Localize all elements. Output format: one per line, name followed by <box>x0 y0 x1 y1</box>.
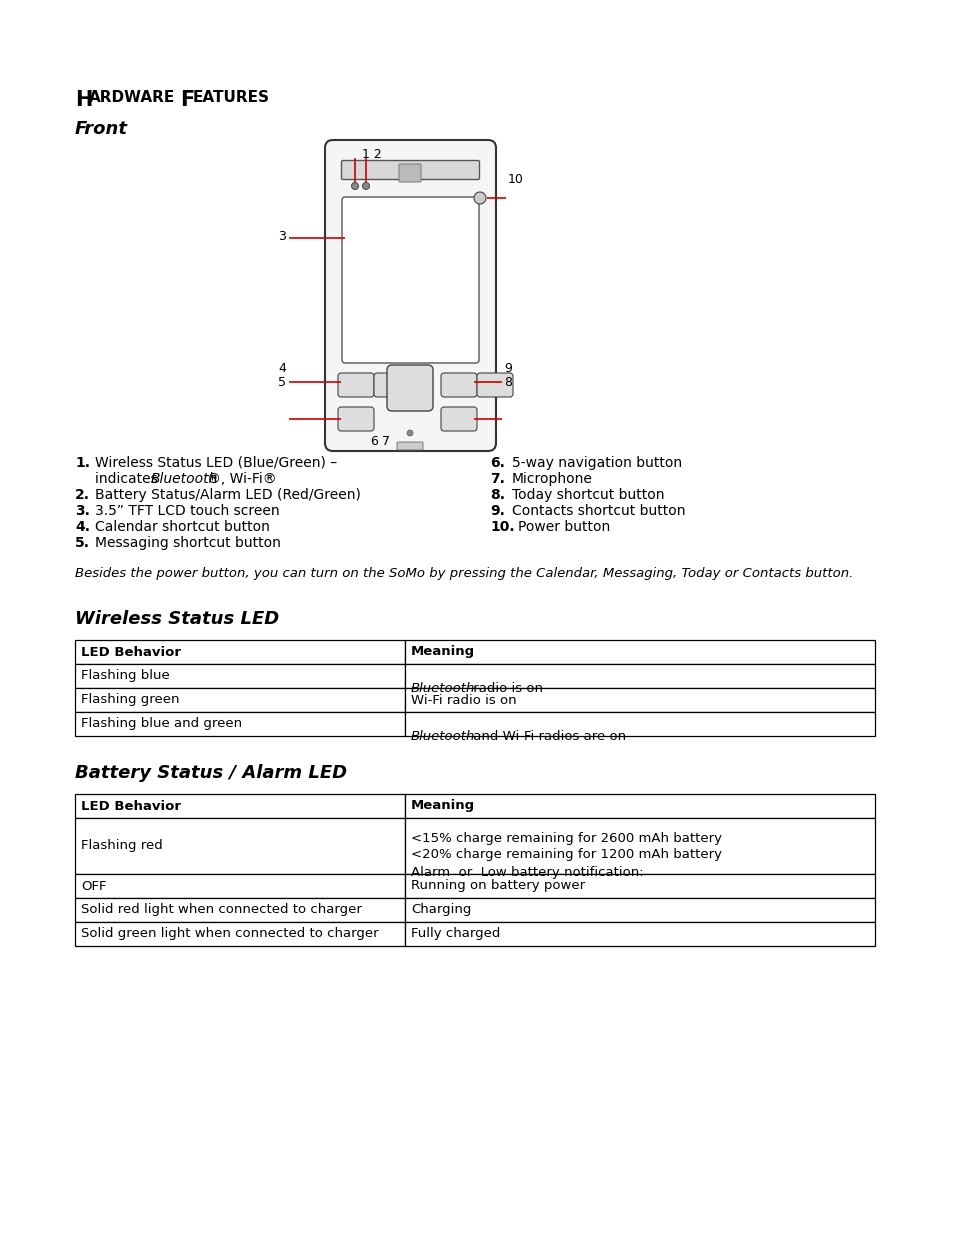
Bar <box>405 688 874 713</box>
Bar <box>405 898 874 923</box>
Text: 10: 10 <box>507 173 523 186</box>
Text: 1 2: 1 2 <box>361 148 381 161</box>
Text: Flashing blue and green: Flashing blue and green <box>81 718 242 730</box>
Text: Fully charged: Fully charged <box>411 927 500 941</box>
Text: Flashing red: Flashing red <box>81 840 163 852</box>
FancyBboxPatch shape <box>337 408 374 431</box>
Bar <box>405 794 874 818</box>
Text: 7.: 7. <box>490 472 504 487</box>
Text: 7: 7 <box>381 435 390 448</box>
Text: Bluetooth: Bluetooth <box>411 730 475 743</box>
Text: Bluetooth: Bluetooth <box>411 682 475 695</box>
Text: Wi-Fi radio is on: Wi-Fi radio is on <box>411 694 517 706</box>
Text: EATURES: EATURES <box>193 90 270 105</box>
Text: Front: Front <box>75 120 128 138</box>
Circle shape <box>351 183 358 189</box>
FancyBboxPatch shape <box>337 373 374 396</box>
Text: Solid green light when connected to charger: Solid green light when connected to char… <box>81 927 378 941</box>
Text: 4.: 4. <box>75 520 90 534</box>
Text: 3.5” TFT LCD touch screen: 3.5” TFT LCD touch screen <box>95 504 279 517</box>
Bar <box>75 713 405 736</box>
Circle shape <box>362 183 369 189</box>
Text: LED Behavior: LED Behavior <box>81 646 181 658</box>
Text: 9.: 9. <box>490 504 504 517</box>
Text: Wireless Status LED (Blue/Green) –: Wireless Status LED (Blue/Green) – <box>95 456 336 471</box>
Text: F: F <box>180 90 194 110</box>
FancyBboxPatch shape <box>440 373 476 396</box>
Text: Meaning: Meaning <box>411 646 475 658</box>
Text: Charging: Charging <box>411 904 471 916</box>
FancyBboxPatch shape <box>374 373 410 396</box>
Bar <box>75 688 405 713</box>
Bar <box>405 713 874 736</box>
Text: Wireless Status LED: Wireless Status LED <box>75 610 279 629</box>
Text: ®, Wi-Fi®: ®, Wi-Fi® <box>207 472 276 487</box>
Text: H: H <box>75 90 92 110</box>
Text: and Wi-Fi radios are on: and Wi-Fi radios are on <box>469 730 625 743</box>
Text: <20% charge remaining for 1200 mAh battery: <20% charge remaining for 1200 mAh batte… <box>411 848 721 861</box>
Text: 8.: 8. <box>490 488 504 501</box>
FancyBboxPatch shape <box>476 373 513 396</box>
Text: 1.: 1. <box>75 456 90 471</box>
FancyBboxPatch shape <box>387 366 433 411</box>
Text: Besides the power button, you can turn on the SoMo by pressing the Calendar, Mes: Besides the power button, you can turn o… <box>75 567 853 580</box>
Text: Alarm  or  Low battery notification:: Alarm or Low battery notification: <box>411 866 643 879</box>
Text: 10.: 10. <box>490 520 514 534</box>
Bar <box>405 664 874 688</box>
Text: Solid red light when connected to charger: Solid red light when connected to charge… <box>81 904 361 916</box>
Bar <box>75 923 405 946</box>
Text: Flashing blue: Flashing blue <box>81 669 170 683</box>
Text: 6: 6 <box>370 435 377 448</box>
Bar <box>75 664 405 688</box>
Text: 5: 5 <box>277 375 286 389</box>
Text: 4: 4 <box>277 362 286 375</box>
Text: Contacts shortcut button: Contacts shortcut button <box>512 504 685 517</box>
Bar <box>405 640 874 664</box>
Text: 9: 9 <box>503 362 512 375</box>
FancyBboxPatch shape <box>341 198 478 363</box>
Text: OFF: OFF <box>81 879 107 893</box>
Bar <box>75 898 405 923</box>
Text: ARDWARE: ARDWARE <box>89 90 175 105</box>
Text: Messaging shortcut button: Messaging shortcut button <box>95 536 280 550</box>
Text: <15% charge remaining for 2600 mAh battery: <15% charge remaining for 2600 mAh batte… <box>411 832 721 845</box>
FancyBboxPatch shape <box>341 161 479 179</box>
Text: Meaning: Meaning <box>411 799 475 813</box>
Text: 5.: 5. <box>75 536 90 550</box>
Bar <box>405 874 874 898</box>
Text: 5-way navigation button: 5-way navigation button <box>512 456 681 471</box>
Circle shape <box>474 191 485 204</box>
Bar <box>75 794 405 818</box>
Bar <box>75 640 405 664</box>
Text: Battery Status / Alarm LED: Battery Status / Alarm LED <box>75 764 347 782</box>
Text: LED Behavior: LED Behavior <box>81 799 181 813</box>
Bar <box>75 874 405 898</box>
Text: Battery Status/Alarm LED (Red/Green): Battery Status/Alarm LED (Red/Green) <box>95 488 360 501</box>
Bar <box>405 818 874 874</box>
Bar <box>405 923 874 946</box>
Text: Running on battery power: Running on battery power <box>411 879 584 893</box>
Circle shape <box>407 430 413 436</box>
FancyBboxPatch shape <box>398 164 420 182</box>
Text: Microphone: Microphone <box>512 472 592 487</box>
Text: 3: 3 <box>277 230 286 243</box>
Text: Bluetooth: Bluetooth <box>151 472 218 487</box>
Text: 2.: 2. <box>75 488 90 501</box>
Text: 6.: 6. <box>490 456 504 471</box>
Text: radio is on: radio is on <box>469 682 542 695</box>
Text: Flashing green: Flashing green <box>81 694 179 706</box>
FancyBboxPatch shape <box>440 408 476 431</box>
Text: Calendar shortcut button: Calendar shortcut button <box>95 520 270 534</box>
Text: indicates: indicates <box>95 472 162 487</box>
Text: Today shortcut button: Today shortcut button <box>512 488 664 501</box>
FancyBboxPatch shape <box>396 442 422 450</box>
Text: Power button: Power button <box>517 520 610 534</box>
FancyBboxPatch shape <box>325 140 496 451</box>
Bar <box>75 818 405 874</box>
Text: 8: 8 <box>503 375 512 389</box>
Text: 3.: 3. <box>75 504 90 517</box>
